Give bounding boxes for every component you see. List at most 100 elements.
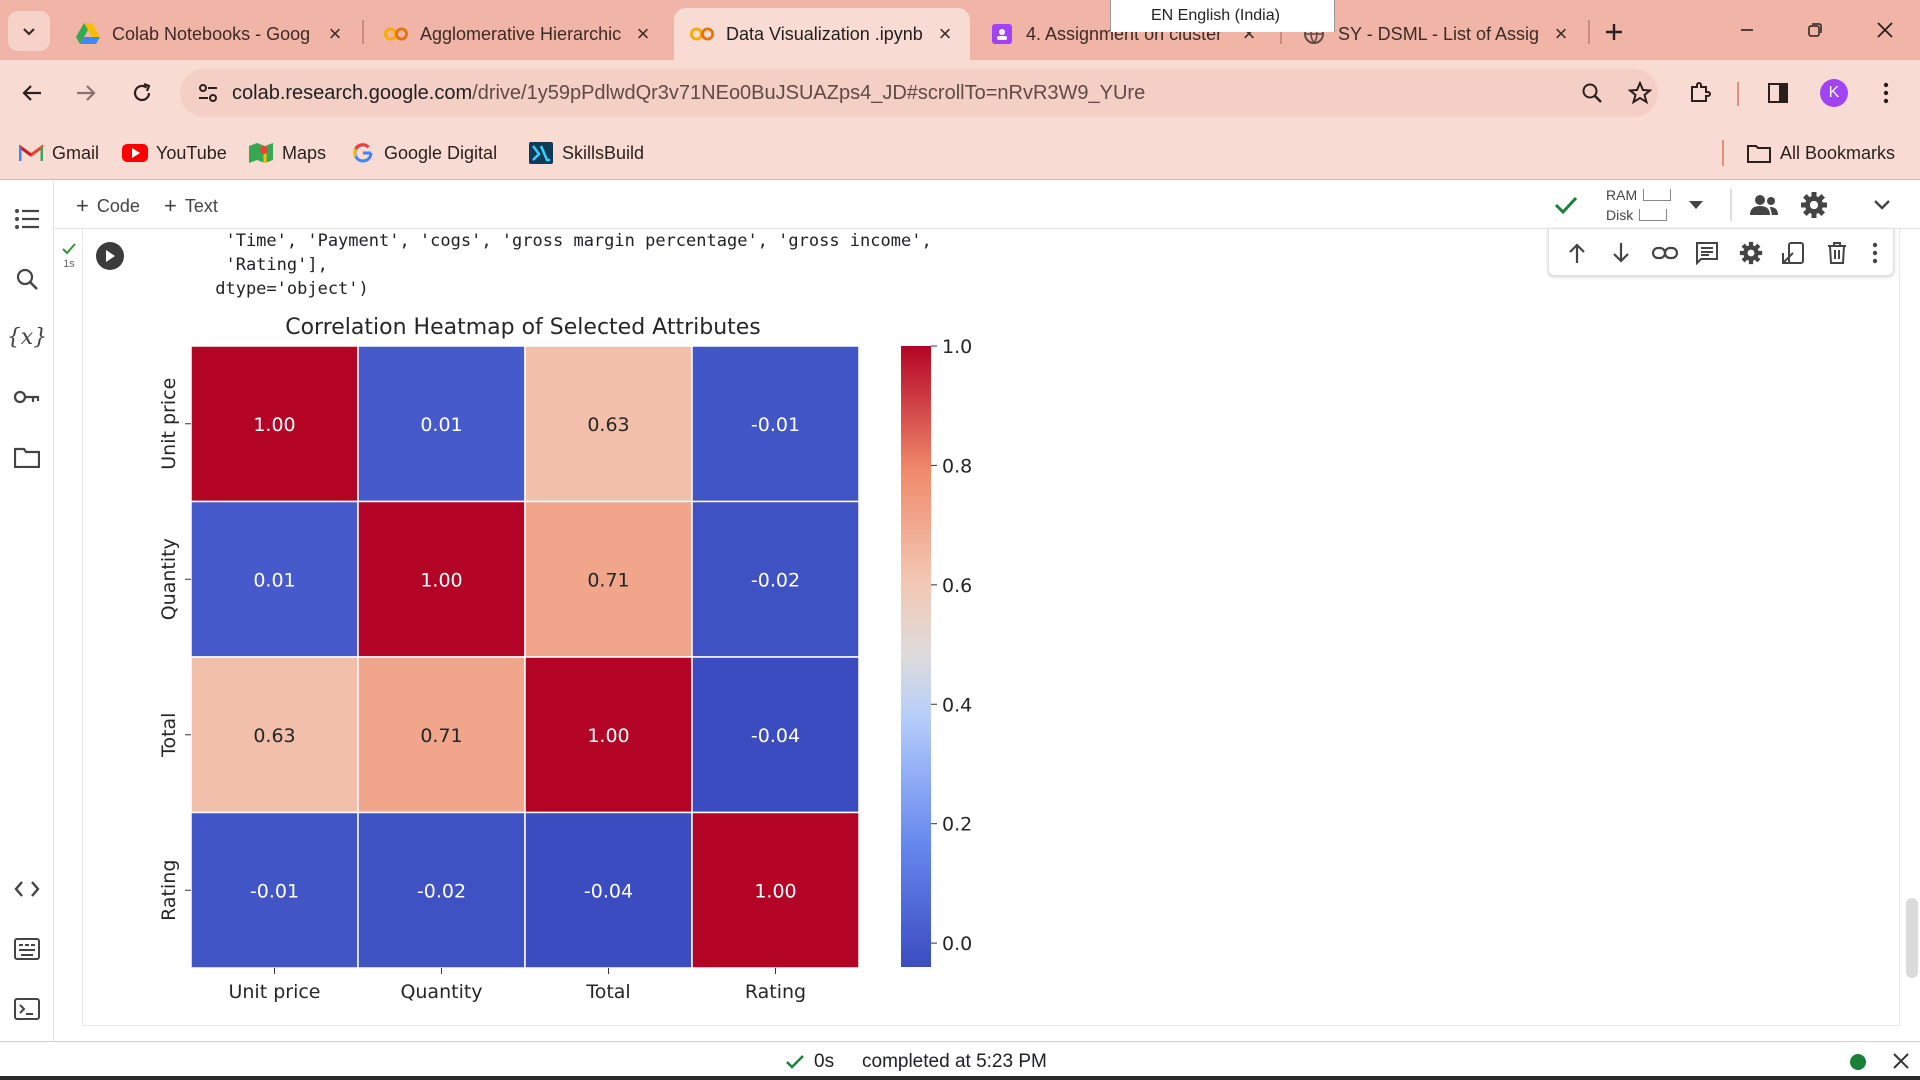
disk-label: Disk [1606, 207, 1634, 223]
table-of-contents-icon[interactable] [9, 201, 45, 237]
puzzle-icon [1691, 82, 1711, 102]
code-cell [82, 229, 1900, 1026]
key-icon[interactable] [9, 379, 45, 415]
vertical-scrollbar-thumb[interactable] [1906, 898, 1918, 978]
y-tick-label: Total [158, 713, 180, 758]
cell-exec-status: 1s [55, 229, 83, 289]
comment-icon [1696, 242, 1718, 265]
bookmark-label: Maps [282, 142, 327, 163]
code-snippets-icon[interactable] [9, 871, 45, 907]
search-icon[interactable] [9, 261, 45, 297]
maps-icon [248, 142, 274, 164]
y-tick-label: Rating [158, 860, 180, 921]
tab-title: SY - DSML - List of Assig [1338, 23, 1540, 44]
bookmark-youtube[interactable]: YouTube [122, 138, 227, 168]
caret-down-icon [1689, 201, 1703, 209]
disk-meter: Disk [1606, 207, 1668, 223]
close-status-button[interactable] [1888, 1048, 1914, 1074]
tab-divider [1280, 20, 1282, 44]
bookmark-gmail[interactable]: Gmail [18, 138, 99, 168]
add-comment-button[interactable] [1691, 237, 1723, 269]
cell-text-output: 'Time', 'Payment', 'cogs', 'gross margin… [205, 229, 931, 301]
mirror-cell-button[interactable] [1777, 237, 1809, 269]
heatmap-cell-label: 0.01 [420, 414, 462, 436]
colab-status-bar: 0s completed at 5:23 PM [0, 1041, 1920, 1080]
share-button[interactable] [1744, 185, 1784, 225]
url-host: colab.research.google.com [232, 81, 473, 104]
tab-title: Data Visualization .ipynb [726, 23, 923, 44]
terminal-icon[interactable] [9, 991, 45, 1027]
cell-more-button[interactable] [1863, 237, 1887, 269]
tab-data-visualization[interactable]: Data Visualization .ipynb × [674, 8, 970, 60]
extensions-button[interactable] [1680, 73, 1720, 113]
forward-button[interactable] [66, 73, 106, 113]
x-tick-label: Quantity [400, 981, 482, 1003]
bookmark-skillsbuild[interactable]: SkillsBuild [528, 138, 644, 168]
tab-search-button[interactable] [8, 11, 50, 51]
bookmark-google-digital[interactable]: Google Digital [350, 138, 497, 168]
mirror-tab-icon [1782, 242, 1804, 264]
classroom-icon [990, 22, 1014, 46]
more-vert-icon [1872, 242, 1878, 264]
correlation-heatmap: Correlation Heatmap of Selected Attribut… [130, 306, 1010, 1016]
tab-colab-notebooks[interactable]: Colab Notebooks - Goog × [60, 8, 360, 60]
close-icon[interactable]: × [938, 21, 952, 46]
browser-menu-button[interactable] [1866, 73, 1906, 113]
run-cell-button[interactable] [96, 242, 124, 270]
bookmark-maps[interactable]: Maps [248, 138, 326, 168]
reload-button[interactable] [122, 73, 162, 113]
all-bookmarks-button[interactable]: All Bookmarks [1746, 138, 1895, 168]
address-bar[interactable]: colab.research.google.com/drive/1y59pPdl… [180, 69, 1658, 117]
command-palette-icon[interactable] [9, 931, 45, 967]
close-icon[interactable]: × [636, 21, 650, 46]
settings-button[interactable] [1794, 185, 1834, 225]
side-panel-button[interactable] [1758, 73, 1798, 113]
colorbar-tick-label: 1.0 [942, 336, 972, 358]
close-icon[interactable]: × [1554, 21, 1568, 46]
minimize-button[interactable] [1722, 10, 1772, 50]
chevron-down-icon [1874, 200, 1890, 210]
delete-cell-button[interactable] [1821, 237, 1853, 269]
bookmark-star-button[interactable] [1620, 73, 1660, 113]
heatmap-cell [190, 811, 359, 969]
profile-button[interactable]: K [1814, 73, 1854, 113]
language-popup: EN English (India) [1110, 0, 1335, 32]
site-info-icon[interactable] [184, 69, 232, 117]
close-icon[interactable]: × [328, 21, 342, 46]
reload-icon [133, 82, 151, 102]
move-up-button[interactable] [1561, 237, 1593, 269]
cell-settings-button[interactable] [1735, 237, 1767, 269]
bookmark-label: SkillsBuild [562, 142, 645, 163]
back-button[interactable] [12, 73, 52, 113]
add-text-button[interactable]: + Text [164, 191, 218, 221]
zoom-button[interactable] [1572, 73, 1612, 113]
copy-link-button[interactable] [1649, 237, 1681, 269]
heatmap-cell-label: 1.00 [587, 725, 629, 747]
exec-completed: completed at 5:23 PM [862, 1051, 1047, 1072]
gear-icon [1739, 241, 1763, 265]
resources-indicator[interactable]: RAM Disk [1554, 185, 1724, 225]
collapse-header-button[interactable] [1866, 189, 1898, 221]
restore-button[interactable] [1790, 10, 1840, 50]
google-icon [350, 142, 376, 164]
play-icon [106, 250, 115, 262]
add-code-button[interactable]: + Code [76, 191, 140, 221]
window-close-button[interactable] [1860, 10, 1910, 50]
folder-icon[interactable] [9, 439, 45, 475]
connection-status-dot [1850, 1054, 1866, 1070]
heatmap-cell-label: 1.00 [754, 880, 796, 902]
exec-summary: 0s [786, 1051, 834, 1073]
close-icon [1893, 1053, 1909, 1069]
new-tab-button[interactable] [1596, 14, 1632, 50]
side-panel-icon [1768, 83, 1788, 103]
tab-agglomerative[interactable]: Agglomerative Hierarchic × [368, 8, 668, 60]
close-icon [1877, 22, 1893, 38]
move-down-button[interactable] [1605, 237, 1637, 269]
plus-icon: + [76, 193, 89, 218]
heatmap-cell [691, 656, 860, 814]
variables-icon[interactable]: {x} [6, 324, 48, 350]
toolbar-divider [1730, 189, 1732, 221]
all-bookmarks-label: All Bookmarks [1780, 142, 1896, 163]
check-icon [62, 243, 76, 255]
heatmap-cell-label: 0.63 [587, 414, 629, 436]
